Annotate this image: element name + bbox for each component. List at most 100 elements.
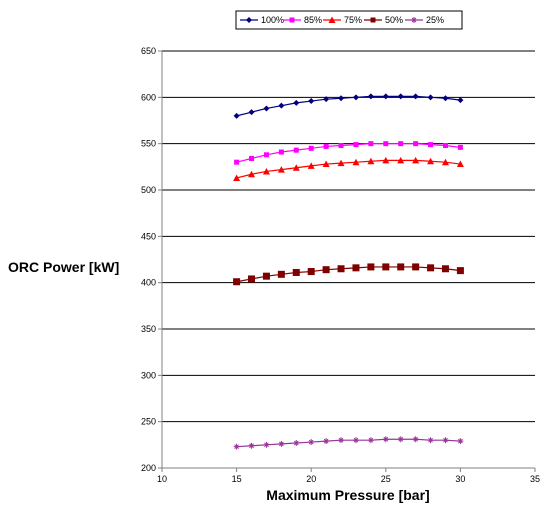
data-point-100%-16 <box>248 109 255 116</box>
data-point-50%-27 <box>412 263 420 271</box>
data-point-85%-26 <box>398 141 404 147</box>
y-tick-label-550: 550 <box>141 139 156 149</box>
data-point-75%-22 <box>337 159 345 167</box>
data-point-75%-23 <box>352 158 360 166</box>
x-tick-label-10: 10 <box>157 474 167 484</box>
data-point-85%-17 <box>263 152 269 158</box>
y-tick-label-650: 650 <box>141 46 156 56</box>
data-point-50%-23 <box>352 264 360 272</box>
y-tick-label-400: 400 <box>141 278 156 288</box>
series-line-75% <box>236 159 461 179</box>
data-point-50%-19 <box>292 268 300 276</box>
data-point-25%-15 <box>233 443 240 450</box>
data-point-25%-16 <box>248 442 255 449</box>
data-point-85%-20 <box>308 145 314 151</box>
series-line-50% <box>236 266 461 283</box>
data-point-100%-29 <box>442 95 449 102</box>
legend-marker-25% <box>411 17 417 23</box>
data-point-100%-26 <box>397 93 404 100</box>
data-point-25%-20 <box>308 439 315 446</box>
data-point-100%-19 <box>293 99 300 106</box>
y-tick-label-450: 450 <box>141 231 156 241</box>
data-point-100%-30 <box>457 97 464 104</box>
legend-marker-50% <box>370 17 376 23</box>
legend-marker-85% <box>289 17 295 23</box>
series-line-100% <box>236 95 461 117</box>
data-point-50%-16 <box>248 275 256 283</box>
data-point-75%-29 <box>441 158 449 166</box>
data-point-25%-26 <box>397 436 404 443</box>
data-point-100%-17 <box>263 105 270 112</box>
axes: 200 250 300 350 400 450 500 550 600 650 10 15 20 25 30… <box>141 46 540 484</box>
data-point-50%-20 <box>307 268 315 276</box>
data-point-100%-20 <box>308 98 315 105</box>
data-point-85%-19 <box>293 147 299 153</box>
series-100% <box>233 93 464 119</box>
data-point-75%-16 <box>248 170 256 178</box>
data-point-100%-22 <box>338 95 345 102</box>
data-point-75%-24 <box>367 157 375 165</box>
data-point-25%-28 <box>427 437 434 444</box>
data-point-25%-29 <box>442 437 449 444</box>
legend-item-50%: 50% <box>364 15 403 25</box>
legend-item-75%: 75% <box>323 15 362 25</box>
data-point-85%-27 <box>413 141 419 147</box>
legend-label-50%: 50% <box>385 15 403 25</box>
data-point-50%-17 <box>262 272 270 280</box>
data-point-50%-24 <box>367 263 375 271</box>
data-point-25%-19 <box>293 439 300 446</box>
data-point-100%-23 <box>352 94 359 101</box>
legend-label-75%: 75% <box>344 15 362 25</box>
data-point-50%-22 <box>337 265 345 273</box>
data-point-25%-21 <box>323 438 330 445</box>
data-point-85%-24 <box>368 141 374 147</box>
data-point-25%-27 <box>412 436 419 443</box>
data-point-50%-18 <box>277 270 285 278</box>
data-point-85%-30 <box>457 144 463 150</box>
data-point-75%-25 <box>382 156 390 164</box>
series-line-25% <box>236 438 461 448</box>
series-85% <box>234 141 463 165</box>
legend-item-100%: 100% <box>240 15 284 25</box>
legend-marker-75% <box>328 16 336 23</box>
data-point-85%-21 <box>323 143 329 149</box>
data-point-85%-16 <box>249 155 255 161</box>
data-point-100%-21 <box>323 96 330 103</box>
data-point-85%-18 <box>278 149 284 155</box>
data-point-50%-26 <box>397 263 405 271</box>
y-tick-label-600: 600 <box>141 92 156 102</box>
data-point-75%-21 <box>322 160 330 168</box>
x-axis-title: Maximum Pressure [bar] <box>266 487 429 503</box>
y-tick-label-300: 300 <box>141 370 156 380</box>
data-point-50%-28 <box>427 264 435 272</box>
legend-box <box>235 10 463 30</box>
data-point-85%-15 <box>234 159 240 165</box>
data-point-25%-18 <box>278 440 285 447</box>
data-point-75%-28 <box>427 157 435 165</box>
data-point-50%-30 <box>456 267 464 275</box>
data-point-100%-27 <box>412 93 419 100</box>
data-point-25%-23 <box>352 437 359 444</box>
data-point-25%-17 <box>263 441 270 448</box>
y-tick-label-500: 500 <box>141 185 156 195</box>
legend-label-85%: 85% <box>304 15 322 25</box>
data-point-50%-29 <box>441 265 449 273</box>
x-tick-label-35: 35 <box>530 474 540 484</box>
series-75% <box>233 156 464 181</box>
y-axis-title: ORC Power [kW] <box>8 259 119 275</box>
data-point-25%-30 <box>457 438 464 445</box>
legend-label-100%: 100% <box>261 15 284 25</box>
series-group <box>233 93 464 450</box>
legend-item-85%: 85% <box>283 15 322 25</box>
data-point-85%-23 <box>353 142 359 148</box>
data-point-50%-25 <box>382 263 390 271</box>
data-point-75%-26 <box>397 156 405 164</box>
data-point-75%-27 <box>412 156 420 164</box>
legend: 100% 85% 75% 50% 25% <box>235 10 463 30</box>
data-point-50%-21 <box>322 266 330 274</box>
data-point-100%-28 <box>427 94 434 101</box>
y-tick-label-200: 200 <box>141 463 156 473</box>
data-point-100%-25 <box>382 93 389 100</box>
data-point-85%-28 <box>428 142 434 148</box>
legend-marker-100% <box>246 17 252 23</box>
